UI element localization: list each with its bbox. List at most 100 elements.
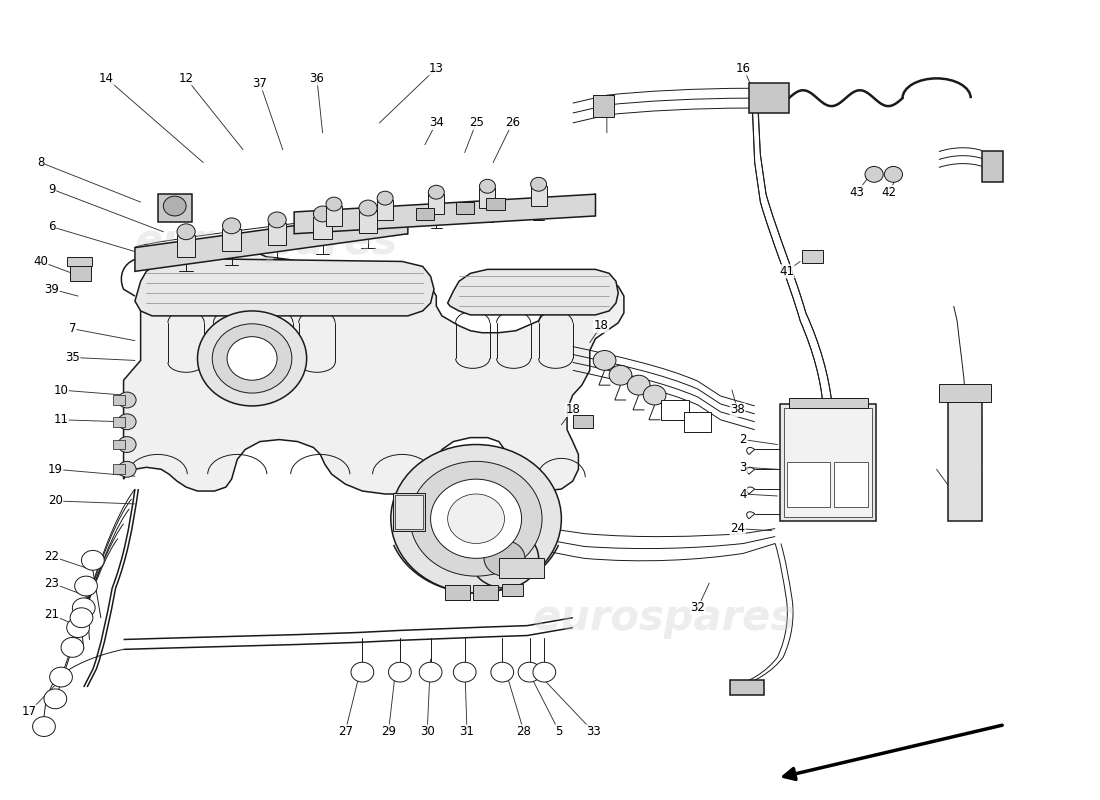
Text: 10: 10: [54, 384, 68, 397]
Circle shape: [644, 385, 666, 405]
Bar: [416, 208, 434, 220]
Circle shape: [609, 366, 631, 385]
Bar: [326, 206, 342, 226]
Circle shape: [81, 550, 104, 570]
Polygon shape: [135, 258, 435, 316]
Bar: [729, 680, 763, 695]
Bar: [661, 400, 689, 420]
Circle shape: [448, 494, 505, 543]
Circle shape: [491, 662, 514, 682]
Polygon shape: [448, 270, 618, 315]
Circle shape: [73, 598, 95, 618]
Circle shape: [428, 186, 444, 199]
Text: 4: 4: [739, 487, 747, 501]
Text: 22: 22: [44, 550, 59, 563]
Text: 33: 33: [586, 725, 601, 738]
Bar: [573, 415, 593, 428]
Circle shape: [70, 608, 92, 628]
Circle shape: [75, 576, 98, 596]
Circle shape: [118, 437, 136, 453]
Circle shape: [33, 717, 55, 737]
Circle shape: [532, 662, 556, 682]
Text: 26: 26: [505, 117, 520, 130]
Polygon shape: [135, 210, 408, 271]
Bar: [113, 395, 124, 405]
Bar: [268, 223, 286, 245]
Circle shape: [118, 392, 136, 408]
Circle shape: [377, 191, 393, 205]
Text: 39: 39: [44, 282, 59, 296]
Circle shape: [268, 212, 286, 228]
Circle shape: [471, 529, 539, 588]
Circle shape: [314, 206, 332, 222]
Bar: [834, 462, 868, 507]
Text: 24: 24: [730, 522, 745, 535]
Bar: [780, 404, 877, 521]
Bar: [446, 585, 471, 600]
Bar: [503, 584, 522, 596]
Circle shape: [359, 200, 377, 216]
Circle shape: [593, 350, 616, 370]
Circle shape: [50, 667, 73, 687]
Bar: [473, 585, 497, 600]
Text: 5: 5: [556, 725, 563, 738]
Text: 14: 14: [99, 72, 114, 85]
Bar: [113, 464, 124, 474]
Bar: [498, 558, 544, 578]
Text: 27: 27: [338, 725, 353, 738]
Bar: [113, 417, 124, 426]
Text: 40: 40: [33, 255, 48, 268]
Circle shape: [198, 311, 307, 406]
Text: 41: 41: [779, 265, 794, 278]
Text: 21: 21: [44, 608, 59, 622]
Circle shape: [530, 178, 547, 191]
Text: 8: 8: [37, 156, 44, 169]
Circle shape: [67, 618, 89, 638]
Text: 37: 37: [253, 77, 267, 90]
Bar: [982, 150, 1002, 182]
Text: 18: 18: [565, 403, 580, 416]
Circle shape: [390, 445, 561, 593]
Text: 42: 42: [881, 186, 896, 198]
Text: 34: 34: [429, 117, 443, 130]
Text: 19: 19: [47, 462, 63, 476]
Bar: [486, 198, 505, 210]
Bar: [789, 398, 868, 408]
Text: 9: 9: [48, 182, 56, 196]
Text: 20: 20: [48, 494, 63, 507]
Circle shape: [419, 662, 442, 682]
Text: 18: 18: [594, 319, 608, 332]
Circle shape: [222, 218, 241, 234]
Text: 6: 6: [48, 220, 56, 234]
Circle shape: [430, 479, 521, 558]
Text: 15: 15: [600, 97, 614, 110]
Bar: [222, 229, 241, 250]
Bar: [593, 95, 614, 117]
Bar: [939, 384, 991, 402]
Circle shape: [326, 197, 342, 211]
Text: 1: 1: [956, 494, 964, 507]
Bar: [157, 194, 191, 222]
Circle shape: [627, 375, 650, 395]
Text: eurospares: eurospares: [134, 221, 397, 262]
Circle shape: [453, 662, 476, 682]
Bar: [314, 217, 332, 238]
Text: 38: 38: [730, 403, 745, 416]
Bar: [70, 266, 90, 282]
Bar: [530, 186, 547, 206]
Text: 35: 35: [65, 351, 80, 364]
Circle shape: [884, 166, 902, 182]
Bar: [177, 234, 195, 257]
Text: 17: 17: [22, 706, 36, 718]
Text: 7: 7: [68, 322, 76, 335]
Bar: [749, 83, 789, 113]
Text: 3: 3: [739, 461, 747, 474]
Text: 30: 30: [420, 725, 434, 738]
Text: 32: 32: [691, 602, 705, 614]
Text: 13: 13: [429, 62, 443, 75]
Bar: [802, 250, 823, 263]
Text: 29: 29: [381, 725, 396, 738]
Bar: [393, 493, 425, 530]
Text: 12: 12: [178, 72, 194, 85]
Text: 16: 16: [736, 62, 751, 75]
